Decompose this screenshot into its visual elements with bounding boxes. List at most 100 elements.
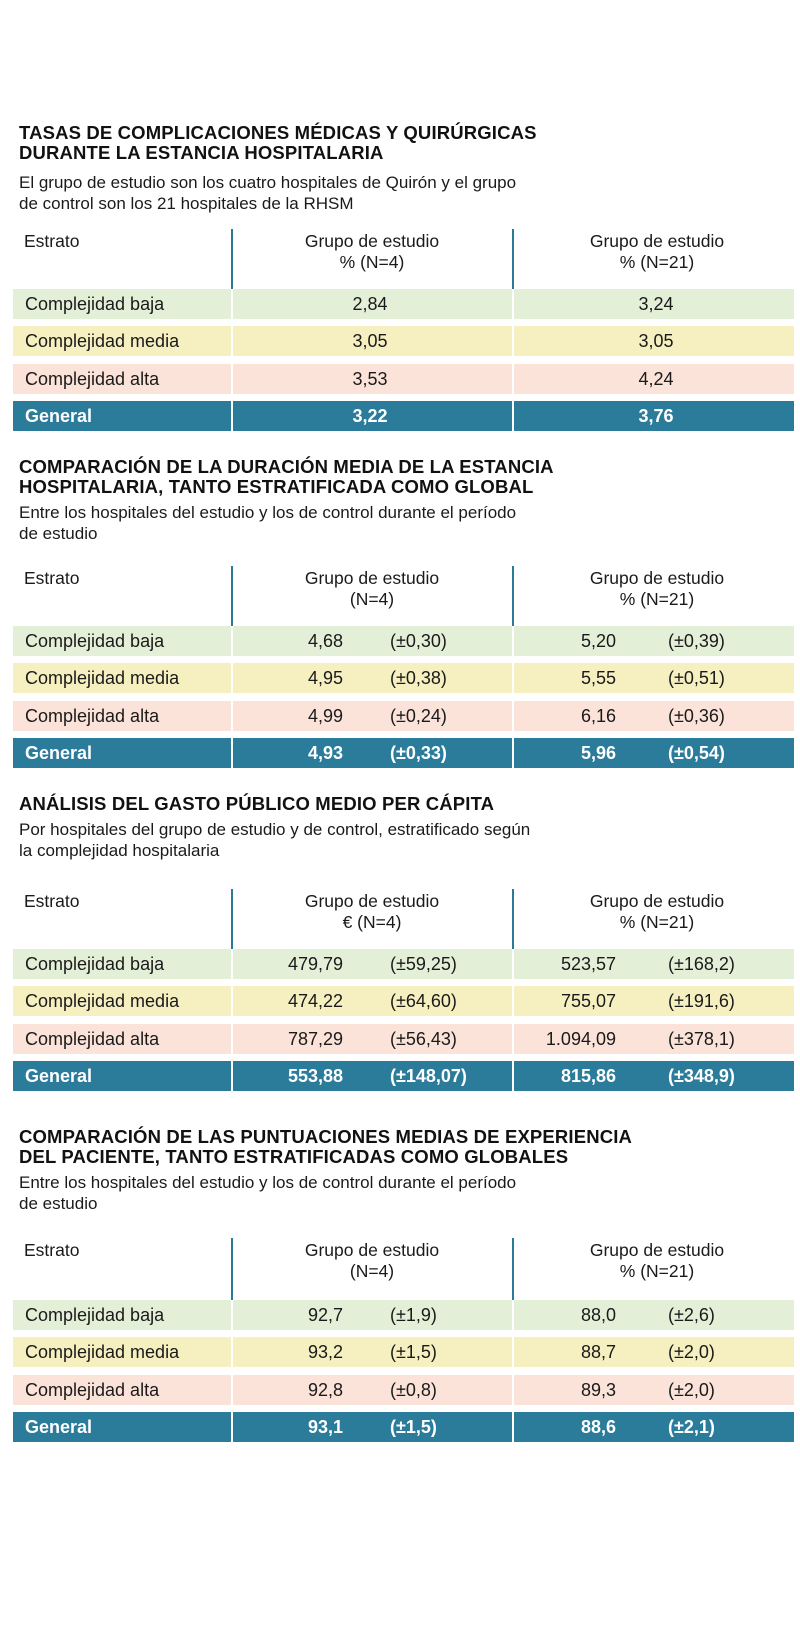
- row-complejidad-baja: Complejidad baja 92,7 (±1,9) 88,0 (±2,6): [13, 1300, 794, 1330]
- header-grupo-estudio-n4: Grupo de estudio (N=4): [304, 1240, 440, 1281]
- value-grupo-n21: 88,6: [580, 1416, 616, 1437]
- row-label: Complejidad media: [25, 668, 180, 689]
- row-label: Complejidad baja: [25, 1305, 165, 1325]
- column-divider: [512, 566, 514, 627]
- cell-separator: [231, 1411, 233, 1442]
- cell-separator: [231, 400, 233, 431]
- value-grupo-n4: 92,7: [307, 1305, 343, 1325]
- row-label: Complejidad alta: [25, 368, 160, 389]
- value-grupo-n21: 3,76: [638, 405, 674, 426]
- column-divider: [231, 1238, 233, 1301]
- section-subtitle: Entre los hospitales del estudio y los d…: [19, 1173, 517, 1213]
- row-label: Complejidad alta: [25, 705, 160, 726]
- value-grupo-n21: 1.094,09: [545, 1028, 616, 1049]
- value-grupo-n4: 553,88: [287, 1065, 343, 1086]
- row-general: General 4,93 (±0,33) 5,96 (±0,54): [13, 737, 794, 768]
- section-title: ANÁLISIS DEL GASTO PÚBLICO MEDIO PER CÁP…: [19, 793, 495, 814]
- value-grupo-n4: 4,95: [307, 668, 343, 689]
- sd-grupo-n4: (±0,24): [390, 705, 447, 726]
- cell-separator: [231, 1023, 233, 1054]
- value-grupo-n4: 474,22: [287, 991, 343, 1012]
- value-grupo-n21: 5,55: [580, 668, 616, 689]
- header-estrato: Estrato: [24, 891, 80, 911]
- cell-separator: [231, 289, 233, 319]
- sd-grupo-n4: (±148,07): [390, 1065, 467, 1086]
- sd-grupo-n21: (±2,0): [668, 1379, 715, 1400]
- row-complejidad-media: Complejidad media 3,05 3,05: [13, 326, 794, 357]
- sd-grupo-n21: (±2,6): [668, 1305, 715, 1325]
- value-grupo-n4: 4,93: [307, 742, 343, 763]
- value-grupo-n21: 88,0: [580, 1305, 616, 1325]
- table-header: Estrato Grupo de estudio % (N=4) Grupo de …: [0, 231, 800, 301]
- cell-separator: [231, 700, 233, 731]
- value-grupo-n21: 523,57: [560, 954, 616, 974]
- header-grupo-estudio-n21: Grupo de estudio % (N=21): [589, 568, 725, 609]
- section-title: COMPARACIÓN DE LA DURACIÓN MEDIA DE LA E…: [19, 456, 554, 497]
- cell-separator: [231, 1300, 233, 1330]
- value-grupo-n4: 4,99: [307, 705, 343, 726]
- sd-grupo-n21: (±0,51): [668, 668, 725, 689]
- cell-separator: [512, 363, 514, 394]
- sd-grupo-n21: (±0,36): [668, 705, 725, 726]
- cell-separator: [231, 986, 233, 1017]
- cell-separator: [512, 663, 514, 694]
- sd-grupo-n4: (±0,30): [390, 631, 447, 651]
- value-grupo-n21: 755,07: [560, 991, 616, 1012]
- header-estrato: Estrato: [24, 231, 80, 251]
- row-complejidad-baja: Complejidad baja 479,79 (±59,25) 523,57 (±16…: [13, 949, 794, 979]
- sd-grupo-n21: (±348,9): [668, 1065, 735, 1086]
- header-grupo-estudio-n21: Grupo de estudio % (N=21): [589, 231, 725, 272]
- sd-grupo-n21: (±378,1): [668, 1028, 735, 1049]
- header-grupo-estudio-n4: Grupo de estudio € (N=4): [304, 891, 440, 932]
- row-complejidad-alta: Complejidad alta 92,8 (±0,8) 89,3 (±2,0): [13, 1374, 794, 1405]
- value-grupo-n21: 6,16: [580, 705, 616, 726]
- table-header: Estrato Grupo de estudio (N=4) Grupo de es…: [0, 568, 800, 638]
- sd-grupo-n4: (±0,38): [390, 668, 447, 689]
- sd-grupo-n4: (±64,60): [390, 991, 457, 1012]
- sd-grupo-n4: (±1,9): [390, 1305, 437, 1325]
- row-label: Complejidad baja: [25, 294, 165, 314]
- row-label: Complejidad media: [25, 991, 180, 1012]
- value-grupo-n4: 93,1: [307, 1416, 343, 1437]
- sd-grupo-n4: (±1,5): [390, 1416, 437, 1437]
- header-estrato: Estrato: [24, 1240, 80, 1260]
- header-grupo-estudio-n4: Grupo de estudio % (N=4): [304, 231, 440, 272]
- value-grupo-n21: 5,20: [580, 631, 616, 651]
- section-subtitle: El grupo de estudio son los cuatro hospi…: [19, 173, 517, 213]
- section-subtitle: Por hospitales del grupo de estudio y de…: [19, 820, 531, 860]
- row-complejidad-media: Complejidad media 93,2 (±1,5) 88,7 (±2,0): [13, 1337, 794, 1368]
- sd-grupo-n21: (±168,2): [668, 954, 735, 974]
- row-label: Complejidad media: [25, 1342, 180, 1363]
- cell-separator: [231, 949, 233, 979]
- value-grupo-n4: 479,79: [287, 954, 343, 974]
- value-grupo-n4: 3,22: [352, 405, 388, 426]
- value-grupo-n4: 92,8: [307, 1379, 343, 1400]
- sd-grupo-n4: (±56,43): [390, 1028, 457, 1049]
- sd-grupo-n4: (±1,5): [390, 1342, 437, 1363]
- cell-separator: [512, 1337, 514, 1368]
- row-label: Complejidad baja: [25, 631, 165, 651]
- row-complejidad-baja: Complejidad baja 4,68 (±0,30) 5,20 (±0,39): [13, 626, 794, 656]
- row-label: Complejidad alta: [25, 1379, 160, 1400]
- cell-separator: [512, 1060, 514, 1091]
- value-grupo-n21: 815,86: [560, 1065, 616, 1086]
- sd-grupo-n21: (±2,1): [668, 1416, 715, 1437]
- cell-separator: [231, 363, 233, 394]
- header-grupo-estudio-n21: Grupo de estudio % (N=21): [589, 1240, 725, 1281]
- value-grupo-n21: 3,24: [638, 294, 674, 314]
- column-divider: [512, 229, 514, 290]
- cell-separator: [231, 1060, 233, 1091]
- value-grupo-n4: 4,68: [307, 631, 343, 651]
- value-grupo-n4: 3,05: [352, 331, 388, 352]
- row-label: Complejidad media: [25, 331, 180, 352]
- cell-separator: [512, 737, 514, 768]
- row-general: General 3,22 3,76: [13, 400, 794, 431]
- cell-separator: [231, 326, 233, 357]
- header-estrato: Estrato: [24, 568, 80, 588]
- value-grupo-n21: 3,05: [638, 331, 674, 352]
- sd-grupo-n4: (±59,25): [390, 954, 457, 974]
- row-complejidad-alta: Complejidad alta 4,99 (±0,24) 6,16 (±0,36): [13, 700, 794, 731]
- section-title: COMPARACIÓN DE LAS PUNTUACIONES MEDIAS D…: [19, 1126, 633, 1167]
- value-grupo-n4: 3,53: [352, 368, 388, 389]
- sd-grupo-n4: (±0,33): [390, 742, 447, 763]
